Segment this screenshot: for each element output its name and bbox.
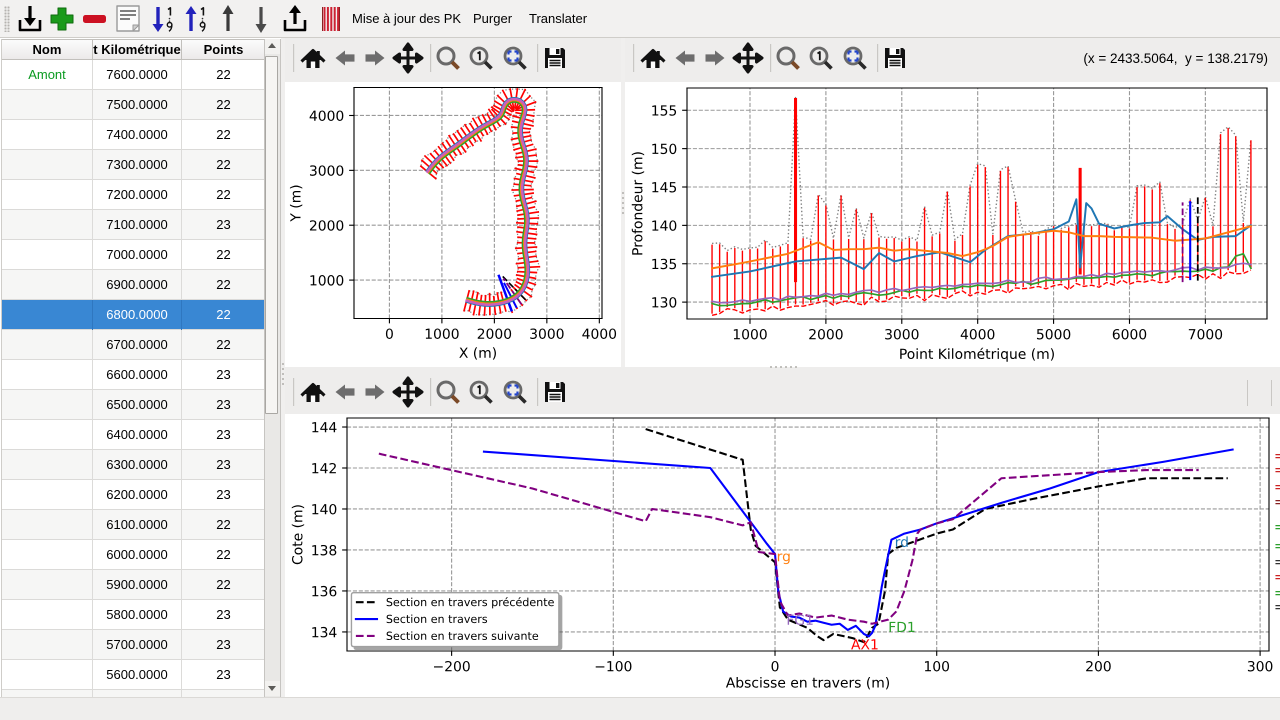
svg-text:=: = xyxy=(1275,451,1280,463)
svg-text:=: = xyxy=(1275,572,1280,584)
svg-text:=: = xyxy=(1275,557,1280,569)
svg-text:=: = xyxy=(1275,588,1280,600)
svg-text:=: = xyxy=(1275,497,1280,509)
svg-text:=: = xyxy=(1275,482,1280,494)
svg-text:=: = xyxy=(1275,602,1280,614)
svg-text:=: = xyxy=(1275,541,1280,553)
svg-text:=: = xyxy=(1275,465,1280,477)
svg-text:=: = xyxy=(1275,522,1280,534)
